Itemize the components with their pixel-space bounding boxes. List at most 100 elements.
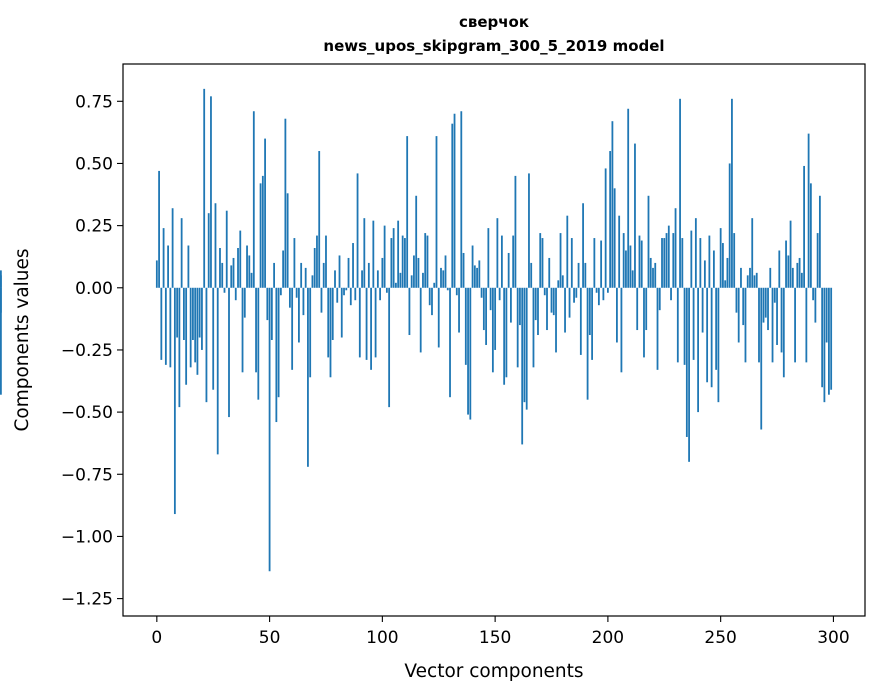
bar (620, 287, 623, 373)
bar (692, 287, 695, 360)
bar (494, 287, 497, 350)
bar (649, 257, 652, 288)
bar (658, 287, 661, 311)
bar (464, 287, 467, 365)
bar (557, 280, 560, 288)
bar (383, 225, 386, 288)
bar (201, 287, 203, 350)
bar (771, 287, 774, 363)
bar (661, 238, 663, 288)
bar (394, 282, 397, 288)
bar (609, 151, 612, 288)
bar (805, 287, 808, 363)
bar (787, 255, 790, 288)
bar (214, 203, 217, 288)
bar (397, 220, 400, 288)
bar (740, 267, 742, 288)
bar (300, 262, 303, 288)
bar (363, 218, 366, 288)
bar (162, 228, 165, 288)
bar (780, 287, 783, 353)
bar (419, 287, 422, 353)
bar (415, 195, 418, 288)
bar (505, 287, 508, 378)
bar (516, 287, 519, 368)
bar (192, 287, 194, 340)
bar (431, 287, 433, 316)
bar (534, 287, 537, 321)
bar (248, 255, 251, 288)
bar (469, 287, 472, 420)
bar (480, 287, 483, 298)
bar (760, 287, 763, 430)
bar (482, 287, 485, 331)
y-tick-label: 0.25 (75, 217, 113, 237)
bar (422, 272, 424, 288)
bar (573, 287, 575, 303)
bar (606, 287, 609, 293)
bar (160, 287, 163, 360)
bar (212, 287, 215, 390)
bar (302, 287, 305, 316)
bar (726, 257, 729, 288)
bar (566, 215, 569, 288)
bar (189, 287, 192, 368)
bar (579, 287, 582, 355)
bar (331, 287, 334, 340)
bar (261, 175, 264, 288)
bar (347, 257, 350, 288)
bar (828, 287, 830, 395)
bar (173, 287, 176, 515)
bar (683, 287, 686, 365)
bar (503, 287, 506, 385)
bar (634, 143, 636, 288)
bar (593, 238, 596, 288)
bar (187, 245, 190, 288)
bar (514, 175, 517, 288)
bar (232, 257, 235, 288)
bar (830, 287, 833, 390)
bar (731, 98, 733, 288)
bar (688, 287, 690, 462)
bar (372, 220, 375, 288)
bar (767, 287, 769, 331)
bar (451, 123, 454, 288)
bar (652, 267, 654, 288)
y-axis-label: Components values (12, 248, 33, 431)
bar (257, 287, 260, 400)
bar (586, 287, 589, 400)
bar (541, 238, 544, 288)
bar (320, 287, 323, 313)
bar (776, 287, 778, 345)
bar (708, 235, 711, 288)
bar (507, 252, 510, 288)
bar (746, 275, 749, 288)
bar (462, 252, 465, 288)
bar (270, 287, 273, 340)
bar (717, 287, 720, 403)
bar (203, 88, 206, 288)
bar (818, 195, 821, 288)
bar (185, 287, 188, 385)
bar (196, 287, 199, 375)
bar (525, 287, 528, 410)
bar (284, 118, 287, 288)
bar (803, 165, 805, 288)
bar (663, 238, 666, 288)
bar (291, 287, 294, 370)
x-tick-label: 100 (366, 628, 398, 648)
bar (672, 233, 675, 288)
bar (460, 111, 463, 288)
bar (325, 235, 327, 288)
bar (230, 265, 233, 288)
bar (564, 287, 566, 333)
bar (205, 287, 208, 403)
bar (354, 287, 357, 301)
bar (426, 235, 429, 288)
bar (316, 235, 318, 288)
bar (762, 287, 765, 323)
bar (584, 262, 587, 288)
y-tick-label: 0.50 (75, 154, 113, 174)
bar (295, 287, 298, 298)
bars-group (0, 88, 833, 572)
